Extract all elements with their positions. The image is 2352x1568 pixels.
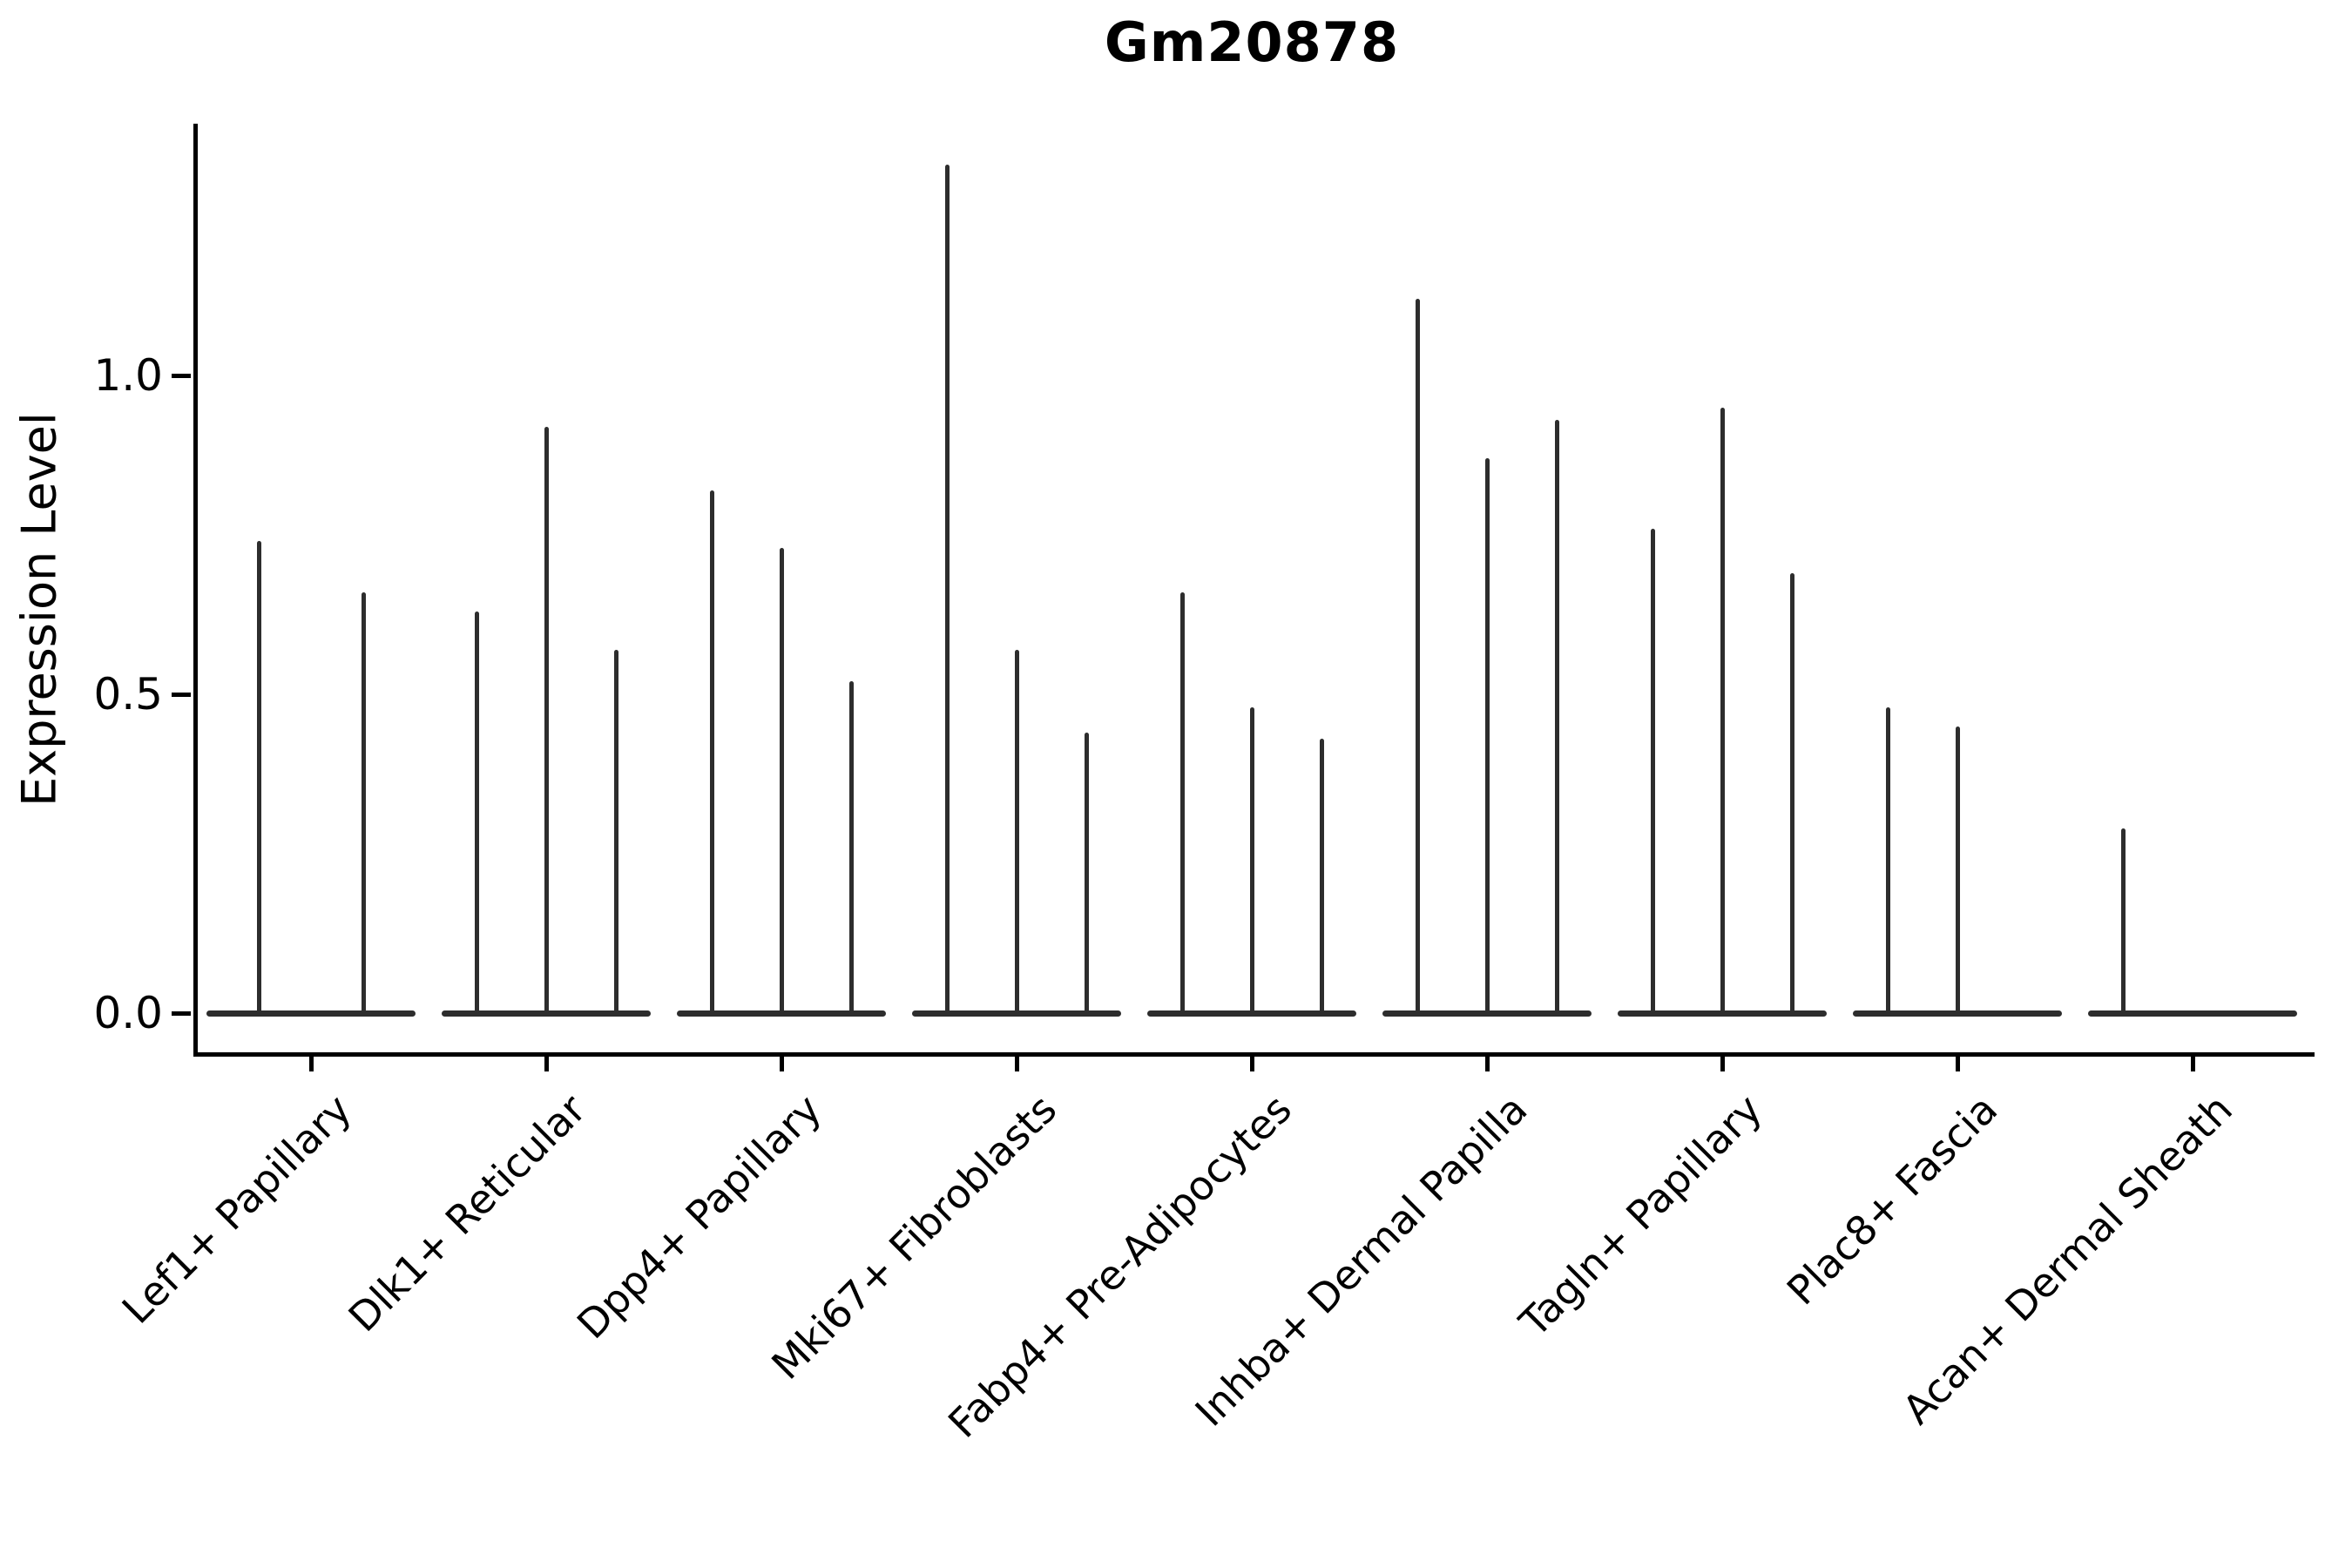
violin-baseline	[206, 1010, 416, 1017]
x-axis-tick	[1484, 1054, 1490, 1071]
violin-baseline	[2088, 1010, 2297, 1017]
violin-baseline	[1382, 1010, 1592, 1017]
violin-spike	[1885, 706, 1890, 1013]
x-axis-tick	[1249, 1054, 1254, 1071]
violin-spike	[1415, 299, 1420, 1013]
violin-spike	[613, 649, 618, 1013]
y-tick-label: 1.0	[93, 350, 163, 401]
violin-spike	[1554, 420, 1559, 1013]
y-axis-label: Expression Level	[11, 412, 67, 807]
plot-area	[193, 124, 2315, 1057]
y-tick-label: 0.0	[93, 988, 163, 1038]
y-axis-tick	[172, 373, 191, 378]
violin-spike	[256, 541, 261, 1013]
x-axis-tick	[1955, 1054, 1960, 1071]
chart-title: Gm20878	[1104, 10, 1400, 74]
violin-spike	[1249, 706, 1254, 1013]
violin-spike	[709, 490, 714, 1013]
x-tick-label: Dpp4+ Papillary	[567, 1085, 831, 1348]
violin-spike	[779, 547, 784, 1013]
violin-baseline	[912, 1010, 1121, 1017]
x-tick-label: Tagln+ Papillary	[1511, 1085, 1772, 1346]
violin-baseline	[1853, 1010, 2062, 1017]
violin-spike	[1084, 732, 1089, 1013]
x-tick-label: Lef1+ Papillary	[112, 1085, 361, 1333]
violin-baseline	[442, 1010, 651, 1017]
violin-spike	[848, 681, 854, 1013]
violin-baseline	[1147, 1010, 1356, 1017]
x-axis-tick	[779, 1054, 784, 1071]
violin-spike	[2120, 828, 2126, 1013]
x-tick-label: Plac8+ Fascia	[1777, 1085, 2007, 1315]
x-axis-tick	[544, 1054, 549, 1071]
y-tick-label: 0.5	[93, 669, 163, 720]
violin-spike	[1319, 739, 1324, 1013]
y-axis-tick	[172, 692, 191, 697]
violin-spike	[1720, 407, 1725, 1013]
violin-baseline	[677, 1010, 886, 1017]
violin-spike	[1650, 528, 1655, 1013]
violin-spike	[361, 591, 366, 1013]
violin-spike	[1789, 572, 1794, 1013]
violin-spike	[1484, 458, 1490, 1013]
x-axis-tick	[1014, 1054, 1019, 1071]
violin-spike	[944, 165, 950, 1013]
violin-spike	[544, 426, 549, 1013]
x-axis-tick	[308, 1054, 314, 1071]
violin-spike	[1955, 726, 1960, 1013]
x-axis-tick	[1720, 1054, 1725, 1071]
y-axis-tick	[172, 1010, 191, 1016]
violin-baseline	[1618, 1010, 1827, 1017]
violin-spike	[1014, 649, 1019, 1013]
x-tick-label: Dlk1+ Reticular	[339, 1085, 596, 1342]
violin-spike	[474, 611, 479, 1013]
x-axis-tick	[2190, 1054, 2195, 1071]
violin-spike	[1179, 591, 1185, 1013]
